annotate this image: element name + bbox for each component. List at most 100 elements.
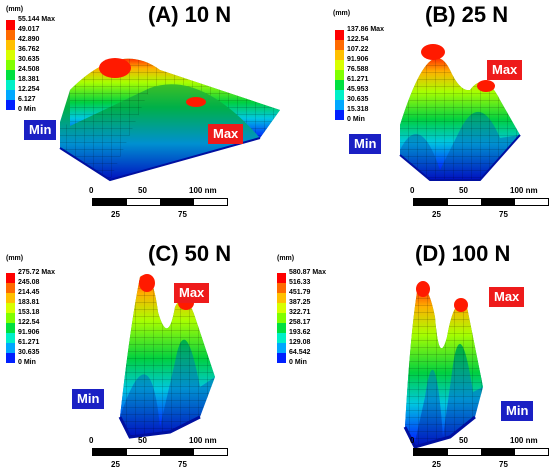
legend-level: 24.508: [18, 66, 40, 73]
legend-level: 30.635: [18, 56, 40, 63]
max-region: [477, 80, 495, 92]
legend-level: 0 Min: [289, 359, 307, 366]
max-region: [454, 298, 468, 312]
legend-level: 18.381: [18, 76, 40, 83]
min-label: Min: [24, 120, 57, 140]
scale-tick: 50: [459, 436, 468, 445]
legend-level: 0 Min: [18, 106, 36, 113]
scale-tick: 100 nm: [510, 186, 538, 195]
legend-swatch: [6, 283, 15, 293]
legend-level: 36.762: [18, 46, 40, 53]
scale-tick: 100 nm: [510, 436, 538, 445]
legend-level: 0 Min: [18, 359, 36, 366]
legend-level: 91.906: [347, 56, 369, 63]
legend-swatch: [6, 20, 15, 30]
legend-swatch: [6, 80, 15, 90]
legend-swatch: [277, 293, 286, 303]
legend-swatch: [335, 50, 344, 60]
scale-bar: 0 50 100 nm 25 75: [407, 186, 550, 226]
legend-level: 129.08: [289, 339, 311, 346]
panel-title: (B) 25 N: [425, 2, 509, 27]
legend-swatch: [335, 100, 344, 110]
legend-level: 107.22: [347, 46, 369, 53]
max-region: [421, 44, 445, 60]
legend-swatch: [6, 90, 15, 100]
legend-swatch: [335, 40, 344, 50]
max-region: [99, 58, 131, 78]
min-label: Min: [349, 134, 382, 154]
legend-level: 322.71: [289, 309, 311, 316]
legend-level: 6.127: [18, 96, 36, 103]
legend-level: 258.17: [289, 319, 311, 326]
legend-level: 64.542: [289, 349, 311, 356]
legend-swatch: [6, 333, 15, 343]
legend-level: 45.953: [347, 86, 369, 93]
legend-swatch: [6, 293, 15, 303]
legend-swatch: [277, 353, 286, 363]
legend-level: 12.254: [18, 86, 40, 93]
panel-title: (C) 50 N: [148, 241, 232, 266]
legend-swatch: [6, 323, 15, 333]
legend-swatch: [6, 343, 15, 353]
scale-tick: 0: [89, 436, 94, 445]
panel-title: (D) 100 N: [415, 241, 511, 266]
legend-swatch: [6, 303, 15, 313]
min-label: Min: [72, 389, 105, 409]
scale-bar: 0 50 100 nm 25 75: [86, 186, 266, 226]
legend-swatch: [335, 80, 344, 90]
panel-title: (A) 10 N: [148, 2, 232, 27]
scale-tick: 75: [178, 210, 187, 219]
legend-level: 55.144 Max: [18, 16, 55, 23]
legend-swatch: [277, 313, 286, 323]
panel-c: (C) 50 N (mm) 275.72 Max 245.08 214.45 1…: [0, 237, 275, 474]
deformation-plot: [59, 58, 280, 182]
legend-level: 91.906: [18, 329, 40, 336]
legend-level: 193.62: [289, 329, 311, 336]
scale-tick: 0: [89, 186, 94, 195]
scale-bar-track: [92, 198, 228, 206]
legend-swatch: [6, 50, 15, 60]
legend-level: 387.25: [289, 299, 311, 306]
legend-swatch: [277, 323, 286, 333]
panel-a: (A) 10 N (mm) 55.144 Max 49.017 42.890 3…: [0, 0, 280, 237]
legend-level: 245.08: [18, 279, 40, 286]
legend-level: 516.33: [289, 279, 311, 286]
legend-level: 0 Min: [347, 116, 365, 123]
deformation-plot: [118, 274, 215, 439]
panel-d: (D) 100 N (mm) 580.87 Max 516.33 451.79 …: [275, 237, 550, 474]
legend-level: 30.635: [347, 96, 369, 103]
legend-swatch: [6, 30, 15, 40]
max-region: [139, 274, 155, 292]
scale-bar-track: [413, 448, 549, 456]
unit-label: (mm): [6, 255, 24, 262]
scale-tick: 75: [499, 210, 508, 219]
max-label: Max: [487, 60, 523, 80]
deformation-plot: [399, 44, 521, 181]
legend-level: 42.890: [18, 36, 40, 43]
scale-tick: 0: [410, 186, 415, 195]
legend-swatch: [6, 100, 15, 110]
legend-swatch: [335, 60, 344, 70]
legend-level: 122.54: [347, 36, 369, 43]
legend-level: 49.017: [18, 26, 40, 33]
legend-swatch: [6, 40, 15, 50]
scale-bar: 0 50 100 nm 25 75: [86, 436, 266, 476]
scale-tick: 25: [432, 210, 441, 219]
legend-swatch: [277, 273, 286, 283]
scale-tick: 25: [111, 460, 120, 469]
max-label: Max: [489, 287, 525, 307]
legend-level: 451.79: [289, 289, 311, 296]
legend-swatch: [277, 303, 286, 313]
max-region: [186, 97, 206, 107]
scale-tick: 100 nm: [189, 436, 217, 445]
scale-tick: 50: [459, 186, 468, 195]
legend-swatch: [277, 283, 286, 293]
scale-bar-track: [92, 448, 228, 456]
legend-swatch: [6, 60, 15, 70]
legend-swatch: [335, 30, 344, 40]
legend-level: 183.81: [18, 299, 40, 306]
legend-swatch: [6, 70, 15, 80]
max-label: Max: [208, 124, 244, 144]
legend-level: 15.318: [347, 106, 369, 113]
scale-tick: 25: [432, 460, 441, 469]
